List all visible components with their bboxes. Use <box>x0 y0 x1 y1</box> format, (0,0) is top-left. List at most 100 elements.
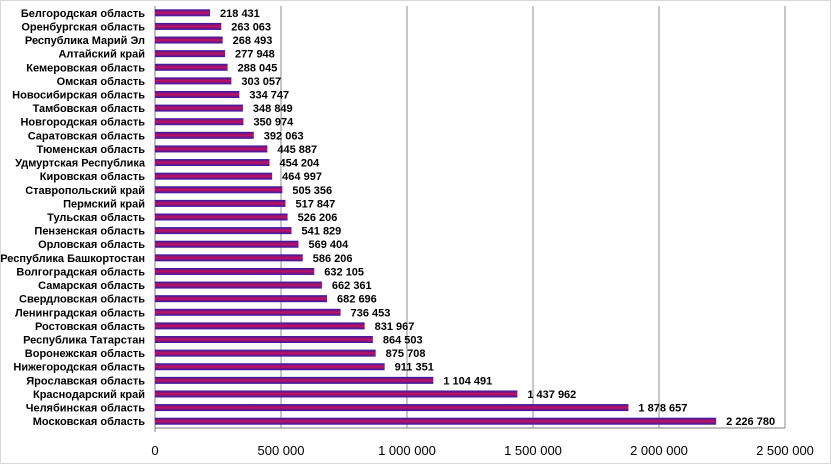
category-label: Республика Татарстан <box>23 335 145 347</box>
data-label: 348 849 <box>253 103 293 115</box>
category-label: Самарская область <box>38 280 145 292</box>
x-tick-label: 0 <box>151 443 158 458</box>
bar <box>155 390 518 398</box>
category-label: Пензенская область <box>34 226 145 238</box>
x-tick-label: 500 000 <box>258 443 305 458</box>
data-label: 392 063 <box>264 130 304 142</box>
bar <box>155 77 232 85</box>
category-label: Пермский край <box>63 198 145 210</box>
data-label: 864 503 <box>383 335 423 347</box>
bar <box>155 213 288 221</box>
category-label: Орловская область <box>38 239 145 251</box>
bar <box>155 376 434 384</box>
category-label: Челябинская область <box>26 403 146 415</box>
bar <box>155 322 365 330</box>
category-label: Оренбургская область <box>21 21 145 33</box>
category-label: Кемеровская область <box>26 62 145 74</box>
category-label: Омская область <box>57 76 146 88</box>
bar <box>155 104 243 112</box>
category-label: Тамбовская область <box>33 103 146 115</box>
data-label: 911 351 <box>395 362 434 374</box>
data-label: 1 104 491 <box>443 375 492 387</box>
category-label: Новосибирская область <box>12 89 145 101</box>
data-label: 526 206 <box>298 212 338 224</box>
data-label: 263 063 <box>231 21 271 33</box>
category-label: Кировская область <box>40 171 145 183</box>
data-label: 350 974 <box>253 117 294 129</box>
bar <box>155 90 240 98</box>
bar <box>155 254 303 262</box>
category-label: Тюменская область <box>36 144 145 156</box>
bar <box>155 22 222 30</box>
data-label: 736 453 <box>351 307 391 319</box>
bars <box>155 9 717 425</box>
data-label: 1 437 962 <box>527 389 576 401</box>
bar <box>155 186 283 194</box>
bar <box>155 118 244 126</box>
data-label: 517 847 <box>295 198 335 210</box>
bar <box>155 349 376 357</box>
x-tick-label: 2 000 000 <box>630 443 688 458</box>
category-label: Саратовская область <box>28 130 146 142</box>
category-label: Алтайский край <box>58 49 145 61</box>
data-label: 268 493 <box>233 35 273 47</box>
bar <box>155 145 268 153</box>
category-label: Нижегородская область <box>13 362 145 374</box>
bar <box>155 281 322 289</box>
bar <box>155 159 270 167</box>
data-label: 682 696 <box>337 294 377 306</box>
category-label: Белгородская область <box>21 8 145 20</box>
data-label: 454 204 <box>279 158 320 170</box>
data-label: 334 747 <box>249 89 289 101</box>
category-label: Воронежская область <box>25 348 145 360</box>
bar <box>155 131 254 139</box>
category-label: Республика Марий Эл <box>25 35 145 47</box>
data-label: 288 045 <box>238 62 278 74</box>
data-label: 662 361 <box>332 280 372 292</box>
data-label: 632 105 <box>324 266 364 278</box>
data-label: 464 997 <box>282 171 322 183</box>
data-label: 303 057 <box>241 76 281 88</box>
bar <box>155 417 717 425</box>
bar <box>155 240 299 248</box>
category-label: Удмуртская Республика <box>15 158 146 170</box>
data-label: 875 708 <box>386 348 426 360</box>
data-label: 445 887 <box>277 144 317 156</box>
bar <box>155 404 629 412</box>
category-label: Республика Башкортостан <box>0 253 145 265</box>
bar <box>155 267 315 275</box>
category-label: Ставропольский край <box>25 185 145 197</box>
bar <box>155 363 385 371</box>
data-label: 2 226 780 <box>726 416 775 428</box>
bar <box>155 63 228 71</box>
bar <box>155 50 226 58</box>
bar <box>155 308 341 316</box>
category-label: Волгоградская область <box>16 266 145 278</box>
bar <box>155 295 328 303</box>
bar <box>155 172 273 180</box>
data-label: 831 967 <box>375 321 415 333</box>
data-label: 569 404 <box>308 239 349 251</box>
category-label: Ярославская область <box>26 375 145 387</box>
bar <box>155 227 292 235</box>
bar <box>155 336 373 344</box>
data-label: 586 206 <box>313 253 353 265</box>
x-tick-label: 1 000 000 <box>378 443 436 458</box>
data-label: 277 948 <box>235 49 275 61</box>
data-label: 218 431 <box>220 8 260 20</box>
category-label: Московская область <box>33 416 145 428</box>
x-tick-label: 2 500 000 <box>756 443 814 458</box>
category-label: Свердловская область <box>19 294 145 306</box>
bar <box>155 36 223 44</box>
x-tick-label: 1 500 000 <box>504 443 562 458</box>
category-label: Новгородская область <box>20 117 145 129</box>
x-tick-labels: 0 500 000 1 000 000 1 500 000 2 000 000 2 500… <box>151 443 814 458</box>
category-label: Тульская область <box>47 212 145 224</box>
bar <box>155 9 211 17</box>
data-label: 541 829 <box>302 226 342 238</box>
category-label: Ленинградская область <box>15 307 145 319</box>
